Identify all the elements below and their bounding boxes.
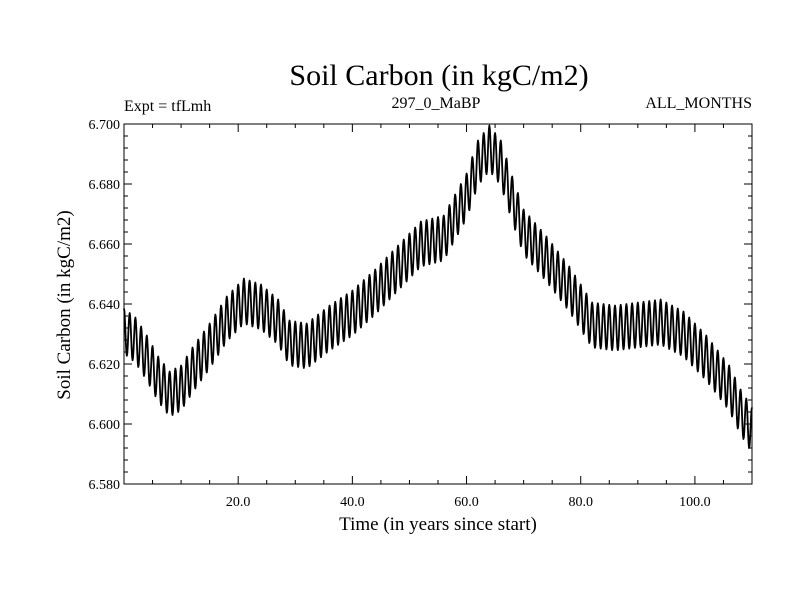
x-tick-label: 100.0 <box>679 495 711 510</box>
chart-title: Soil Carbon (in kgC/m2) <box>289 59 588 92</box>
x-tick-label: 40.0 <box>340 495 365 510</box>
y-tick-label: 6.620 <box>89 358 121 373</box>
series-line-soil-carbon <box>123 124 753 449</box>
y-tick-label: 6.600 <box>89 418 121 433</box>
y-tick-label: 6.680 <box>89 178 121 193</box>
x-tick-label: 20.0 <box>226 495 251 510</box>
x-axis-label: Time (in years since start) <box>339 514 537 535</box>
period-label: 297_0_MaBP <box>392 95 481 112</box>
x-axis: 20.0 40.0 60.0 80.0 100.0 <box>152 124 724 510</box>
x-tick-label: 80.0 <box>568 495 593 510</box>
y-tick-label: 6.640 <box>89 298 121 313</box>
y-axis: 6.580 6.600 6.620 6.640 6.660 6.680 6.700 <box>89 118 752 493</box>
x-tick-label: 60.0 <box>454 495 479 510</box>
y-tick-label: 6.700 <box>89 118 121 133</box>
experiment-label: Expt = tfLmh <box>124 98 211 115</box>
plot-frame <box>123 123 753 485</box>
y-axis-label: Soil Carbon (in kgC/m2) <box>54 210 75 399</box>
y-tick-label: 6.580 <box>89 478 121 493</box>
y-tick-label: 6.660 <box>89 238 121 253</box>
months-label: ALL_MONTHS <box>645 95 752 112</box>
